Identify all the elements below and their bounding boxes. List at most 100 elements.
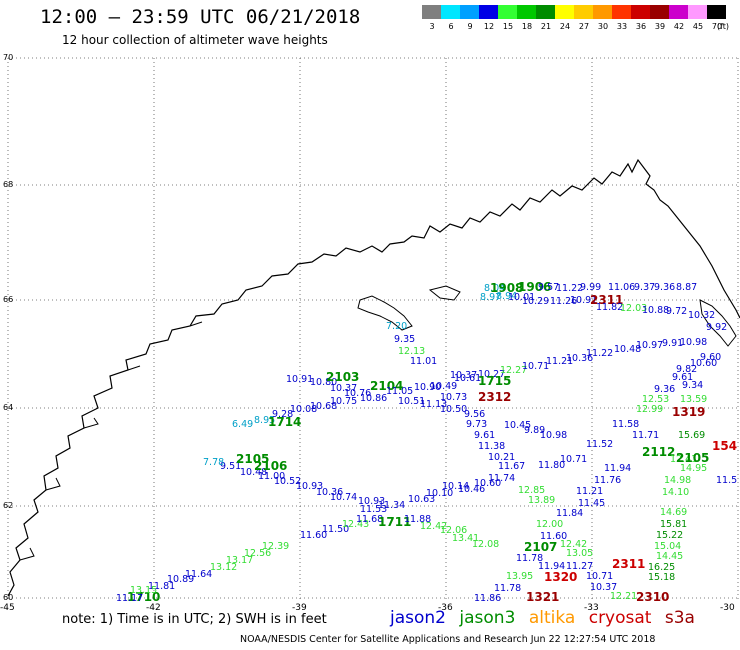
wave-height-value: 14.69 bbox=[660, 507, 687, 518]
wave-height-value: 9.73 bbox=[466, 419, 487, 430]
longitude-label: -30 bbox=[720, 603, 735, 613]
wave-height-value: 8.97 bbox=[480, 292, 501, 303]
wave-height-value: 9.99 bbox=[580, 282, 601, 293]
time-label: 2106 bbox=[254, 459, 287, 473]
wave-height-value: 10.93 bbox=[358, 496, 385, 507]
wave-height-value: 12.42 bbox=[560, 539, 587, 550]
wave-height-value: 10.91 bbox=[286, 374, 313, 385]
scale-label: 70 bbox=[711, 22, 723, 31]
scale-swatch bbox=[555, 5, 574, 19]
wave-height-value: 11.05 bbox=[386, 386, 413, 397]
scale-label: 18 bbox=[521, 22, 533, 31]
wave-height-value: 11.06 bbox=[608, 282, 635, 293]
wave-height-value: 15.04 bbox=[654, 541, 681, 552]
coastline-detail bbox=[428, 285, 461, 301]
wave-height-value: 16.25 bbox=[648, 562, 675, 573]
wave-height-value: 10.48 bbox=[240, 467, 267, 478]
longitude-label: -36 bbox=[438, 603, 453, 613]
legend-jason2: jason2 bbox=[390, 608, 446, 628]
wave-height-value: 10.98 bbox=[680, 337, 707, 348]
time-label: 1715 bbox=[478, 374, 511, 388]
longitude-label: -45 bbox=[0, 603, 15, 613]
wave-height-value: 11.82 bbox=[596, 302, 623, 313]
wave-height-value: 10.86 bbox=[360, 393, 387, 404]
wave-height-value: 10.14 bbox=[442, 481, 469, 492]
wave-height-value: 9.89 bbox=[524, 425, 545, 436]
scale-label: 30 bbox=[597, 22, 609, 31]
time-label: 1319 bbox=[672, 405, 705, 419]
wave-height-value: 9.57 bbox=[538, 282, 559, 293]
units-note: note: 1) Time is in UTC; 2) SWH is in fe… bbox=[62, 612, 327, 627]
wave-height-value: 10.36 bbox=[566, 353, 593, 364]
greenland-coastline bbox=[7, 158, 740, 597]
wave-height-value: 14.45 bbox=[656, 551, 683, 562]
wave-height-value: 10.71 bbox=[522, 361, 549, 372]
wave-height-value: 9.35 bbox=[394, 334, 415, 345]
wave-height-value: 14.98 bbox=[664, 475, 691, 486]
coastline-detail bbox=[699, 299, 737, 347]
wave-height-value: 10.61 bbox=[454, 373, 481, 384]
scale-label: 39 bbox=[654, 22, 666, 31]
wave-height-value: 10.75 bbox=[330, 396, 357, 407]
wave-height-value: 10.74 bbox=[330, 492, 357, 503]
wave-height-value: 13.15 bbox=[130, 585, 157, 596]
time-label: 2104 bbox=[370, 379, 403, 393]
time-label: 1710 bbox=[127, 590, 160, 604]
lat-lon-grid bbox=[7, 57, 739, 602]
scale-label: 9 bbox=[467, 22, 473, 31]
wave-height-value: 11.71 bbox=[632, 430, 659, 441]
wave-height-value: 11.60 bbox=[300, 530, 327, 541]
wave-height-value: 15.18 bbox=[648, 572, 675, 583]
coastline-detail bbox=[19, 321, 203, 561]
wave-height-value: 11.38 bbox=[478, 441, 505, 452]
wave-height-value: 12.85 bbox=[518, 485, 545, 496]
wave-height-value: 10.21 bbox=[488, 452, 515, 463]
wave-height-value: 11.17 bbox=[116, 593, 143, 604]
wave-height-value: 9.61 bbox=[672, 372, 693, 383]
wave-height-value: 11.76 bbox=[594, 475, 621, 486]
wave-height-value: 11.21 bbox=[546, 356, 573, 367]
time-label: 2103 bbox=[326, 370, 359, 384]
wave-height-value: 9.92 bbox=[706, 322, 727, 333]
latitude-label: 64 bbox=[3, 403, 13, 412]
wave-height-value: 11.78 bbox=[494, 583, 521, 594]
wave-height-value: 10.76 bbox=[344, 388, 371, 399]
wave-height-value: 12.06 bbox=[440, 525, 467, 536]
wave-height-value: 10.52 bbox=[274, 476, 301, 487]
wave-height-value: 11.78 bbox=[516, 553, 543, 564]
wave-height-value: 13.17 bbox=[226, 555, 253, 566]
wave-height-value: 12.42 bbox=[420, 521, 447, 532]
wave-height-value: 8.87 bbox=[676, 282, 697, 293]
wave-height-value: 13.12 bbox=[210, 562, 237, 573]
longitude-label: -33 bbox=[584, 603, 599, 613]
wave-height-value: 9.82 bbox=[676, 364, 697, 375]
wave-height-value: 9.37 bbox=[634, 282, 655, 293]
scale-swatch bbox=[688, 5, 707, 19]
wave-height-value: 10.97 bbox=[636, 340, 663, 351]
wave-height-value: 13.41 bbox=[452, 533, 479, 544]
time-label: 1908 bbox=[490, 281, 523, 295]
wave-height-value: 9.60 bbox=[700, 352, 721, 363]
wave-height-value: 10.10 bbox=[426, 488, 453, 499]
wave-height-value: 10.90 bbox=[414, 382, 441, 393]
wave-height-value: 11.88 bbox=[404, 514, 431, 525]
legend-altika: altika bbox=[528, 608, 576, 628]
wave-height-value: 11.22 bbox=[586, 348, 613, 359]
wave-height-value: 7.20 bbox=[386, 321, 407, 332]
scale-swatch bbox=[460, 5, 479, 19]
scale-swatch bbox=[593, 5, 612, 19]
wave-height-value: 11.60 bbox=[540, 531, 567, 542]
wave-height-value: 13.59 bbox=[680, 394, 707, 405]
time-label: 154 bbox=[712, 439, 737, 453]
longitude-label: -39 bbox=[292, 603, 307, 613]
wave-height-value: 10.51 bbox=[398, 396, 425, 407]
wave-height-value: 15.69 bbox=[678, 430, 705, 441]
wave-height-value: 10.29 bbox=[522, 296, 549, 307]
wave-height-value: 8.94 bbox=[496, 291, 517, 302]
wave-height-value: 14.10 bbox=[662, 487, 689, 498]
wave-height-value: 10.80 bbox=[310, 377, 337, 388]
scale-swatch bbox=[441, 5, 460, 19]
wave-height-value: 9.28 bbox=[272, 409, 293, 420]
wave-height-value: 11.13 bbox=[420, 399, 447, 410]
